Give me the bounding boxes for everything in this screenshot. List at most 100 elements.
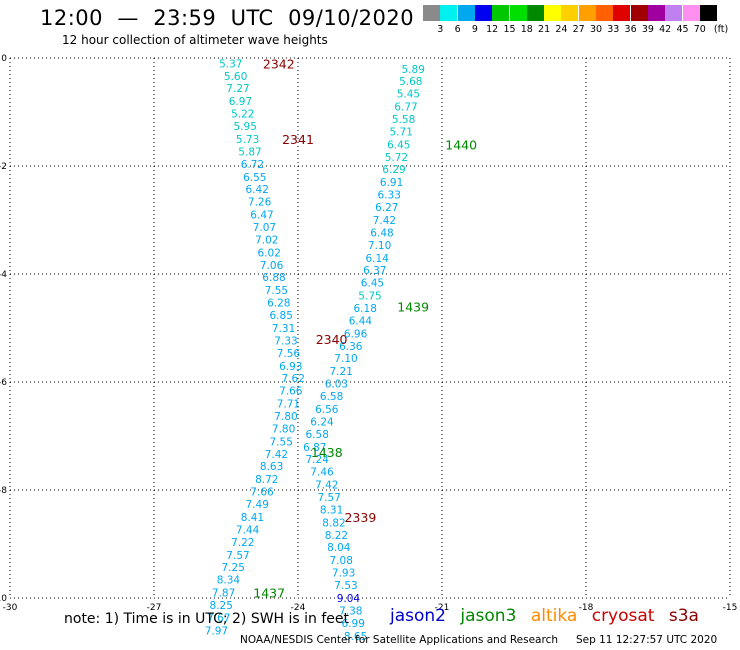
- swh-value: 7.27: [226, 83, 249, 95]
- page-title: 12:00 — 23:59 UTC 09/10/2020: [40, 6, 415, 30]
- swh-value: 7.08: [330, 555, 353, 567]
- swh-value: 6.55: [243, 172, 266, 184]
- color-swatch: [613, 5, 631, 21]
- pass-time-label: 1437: [253, 586, 285, 601]
- swh-value: 7.66: [250, 487, 274, 499]
- swh-value: 6.77: [394, 102, 417, 114]
- y-tick-label: -10: [0, 594, 7, 604]
- swh-value: 7.49: [246, 499, 269, 511]
- credit-text: NOAA/NESDIS Center for Satellite Applica…: [240, 634, 558, 646]
- swh-value: 6.14: [366, 253, 390, 265]
- swh-value: 6.36: [339, 341, 363, 353]
- swh-value: 8.82: [322, 517, 345, 529]
- swh-value: 5.60: [224, 71, 247, 83]
- swh-value: 7.26: [248, 197, 272, 209]
- x-tick-label: -21: [435, 603, 450, 613]
- swh-value: 7.10: [334, 353, 357, 365]
- swh-value: 7.46: [310, 467, 334, 479]
- swh-value: 6.42: [246, 184, 269, 196]
- color-swatch: [509, 5, 527, 21]
- y-tick-label: -4: [0, 270, 7, 280]
- swh-value: 8.41: [241, 512, 264, 524]
- color-scale-label: 9: [471, 24, 478, 35]
- color-scale-label: 6: [454, 24, 461, 35]
- swh-value: 7.93: [332, 568, 355, 580]
- satellite-track: 5.895.685.456.775.585.716.455.726.296.91…: [253, 64, 477, 643]
- color-scale-label: 30: [589, 24, 603, 35]
- x-tick-label: -15: [723, 603, 738, 613]
- pass-time-label: 2341: [282, 132, 314, 147]
- credit-line: NOAA/NESDIS Center for Satellite Applica…: [240, 634, 717, 646]
- y-tick-label: 0: [1, 54, 7, 64]
- swh-value: 9.04: [337, 593, 361, 605]
- color-swatch: [630, 5, 648, 21]
- credit-date: Sep 11 12:27:57 UTC 2020: [576, 634, 718, 646]
- swh-value: 6.72: [241, 159, 264, 171]
- color-swatch: [457, 5, 475, 21]
- swh-value: 8.04: [327, 542, 351, 554]
- swh-value: 7.87: [212, 588, 235, 600]
- swh-value: 7.21: [330, 366, 353, 378]
- swh-value: 6.93: [279, 361, 302, 373]
- color-swatch: [596, 5, 613, 21]
- swh-value: 6.96: [344, 328, 368, 340]
- swh-value: 7.44: [236, 524, 260, 536]
- y-tick-label: -2: [0, 162, 7, 172]
- color-swatch: [492, 5, 510, 21]
- swh-value: 7.22: [231, 537, 254, 549]
- swh-value: 7.25: [222, 562, 245, 574]
- y-tick-label: -8: [0, 486, 7, 496]
- swh-value: 7.42: [265, 449, 288, 461]
- x-tick-label: -24: [291, 603, 306, 613]
- swh-value: 7.07: [253, 222, 276, 234]
- color-scale-label: 42: [659, 24, 672, 35]
- swh-value: 5.71: [390, 126, 413, 138]
- color-scale-label: 33: [607, 24, 620, 35]
- swh-value: 7.67: [207, 612, 230, 624]
- swh-value: 7.10: [368, 240, 391, 252]
- color-scale-label: 21: [538, 24, 551, 35]
- swh-value: 7.24: [306, 454, 330, 466]
- legend-cryosat: cryosat: [591, 606, 655, 626]
- color-swatch: [699, 5, 717, 21]
- color-swatch: [561, 5, 579, 21]
- color-swatch: [578, 5, 596, 21]
- x-tick-label: -18: [579, 603, 594, 613]
- color-scale-label: 12: [486, 24, 499, 35]
- x-tick-label: -30: [3, 603, 18, 613]
- swh-value: 7.66: [279, 386, 303, 398]
- swh-value: 8.31: [320, 504, 343, 516]
- swh-value: 6.88: [262, 272, 285, 284]
- swh-value: 8.22: [325, 530, 348, 542]
- color-swatch: [544, 5, 562, 21]
- swh-value: 6.87: [303, 442, 326, 454]
- swh-value: 6.48: [370, 227, 393, 239]
- swh-value: 5.87: [238, 146, 261, 158]
- swh-value: 8.25: [210, 600, 233, 612]
- swh-value: 5.95: [234, 121, 257, 133]
- pass-time-label: 1440: [445, 137, 477, 152]
- legend-altika: altika: [530, 606, 578, 626]
- swh-value: 7.06: [260, 260, 284, 272]
- swh-value: 6.58: [306, 429, 329, 441]
- swh-value: 8.65: [344, 631, 367, 643]
- swh-value: 7.53: [334, 580, 357, 592]
- swh-value: 7.38: [339, 605, 362, 617]
- pass-time-label: 1438: [311, 445, 343, 460]
- swh-value: 6.91: [380, 177, 403, 189]
- satellite-legend: jason2 jason3 altika cryosat s3a: [390, 606, 708, 626]
- color-scale-label: 45: [676, 24, 689, 35]
- pass-time-label: 2342: [263, 56, 295, 71]
- color-scale-unit: (ft): [713, 24, 729, 35]
- swh-value: 7.31: [272, 323, 295, 335]
- swh-value: 7.62: [282, 373, 305, 385]
- pass-time-label: 2339: [344, 510, 376, 525]
- color-scale-label: 39: [641, 24, 654, 35]
- swh-value: 6.44: [349, 315, 373, 327]
- color-swatch: [665, 5, 683, 21]
- color-scale-label: 36: [624, 24, 637, 35]
- swh-value: 6.47: [250, 210, 273, 222]
- swh-value: 7.02: [255, 234, 278, 246]
- swh-value: 6.45: [361, 278, 384, 290]
